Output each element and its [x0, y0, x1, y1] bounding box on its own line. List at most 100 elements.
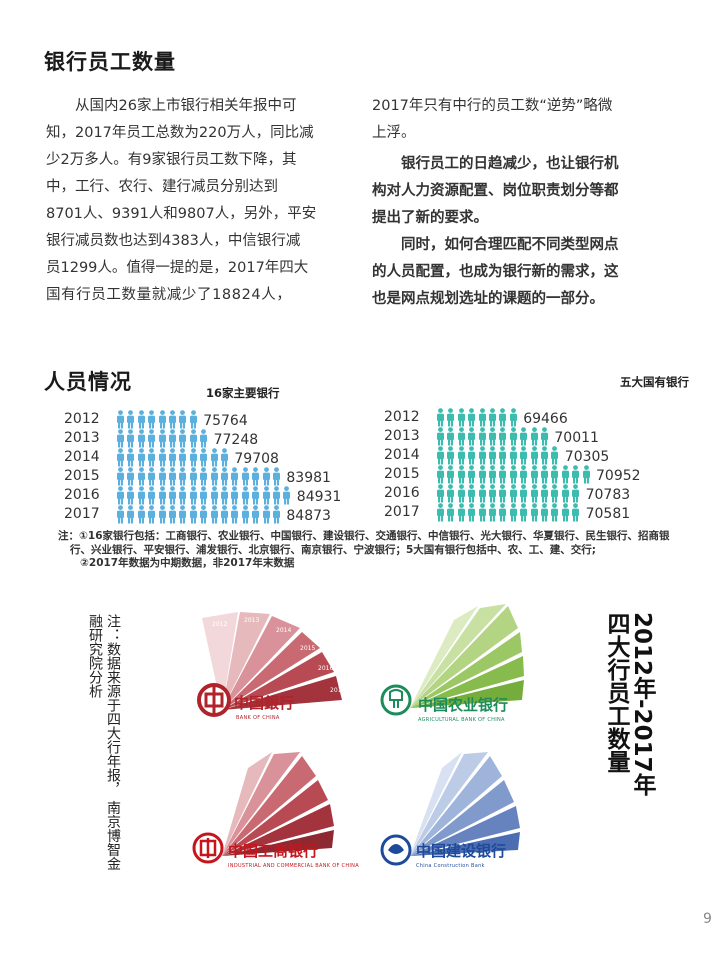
person-icon [220, 505, 229, 524]
fan-year-label: 2016 [318, 665, 333, 672]
person-icon [457, 465, 466, 484]
person-icon [116, 467, 125, 486]
left-para-line: 员1299人。值得一提的是，2017年四大 [46, 260, 309, 276]
bank-of-china-fan: 2012 2013 2014 2015 2016 2017 中国銀行 BANK … [197, 612, 345, 721]
person-icon [467, 427, 476, 446]
data-label: 70581 [585, 506, 631, 522]
person-icon [467, 465, 476, 484]
agricultural-bank-fan: 中国农业银行 AGRICULTURAL BANK OF CHINA [380, 604, 524, 723]
person-icon [457, 408, 466, 427]
left-para-line: 知，2017年员工总数为220万人，同比减 [46, 125, 314, 141]
fan-blade [410, 606, 518, 708]
person-icon [478, 484, 487, 503]
person-icon [530, 427, 539, 446]
person-icon [220, 467, 229, 486]
person-icon [436, 465, 445, 484]
person-icon [282, 486, 291, 505]
person-icon [158, 486, 167, 505]
person-icon [241, 486, 250, 505]
person-icon [168, 505, 177, 524]
chart-row: 2016 84931 [64, 486, 364, 505]
person-icon [147, 467, 156, 486]
person-icon [509, 465, 518, 484]
fan-blade [410, 752, 488, 856]
person-icon [436, 446, 445, 465]
person-icon [446, 446, 455, 465]
data-label: 69466 [523, 411, 568, 427]
fan-blade [410, 780, 514, 856]
person-icon [158, 505, 167, 524]
person-icon [178, 448, 187, 467]
person-icon [189, 448, 198, 467]
person-icon [488, 484, 497, 503]
person-icon [147, 429, 156, 448]
section-title-staff-count: 银行员工数量 [44, 50, 176, 74]
person-icon [178, 486, 187, 505]
fan-blade-2015 [222, 632, 320, 710]
tick-label: 2017 [64, 506, 100, 522]
right-paragraph: 2017年只有中行的员工数“逆势”略微 上浮。 银行员工的日趋减少，也让银行机 … [372, 93, 672, 313]
person-icon [189, 505, 198, 524]
person-icon [230, 505, 239, 524]
person-icon [467, 503, 476, 522]
person-icon [478, 408, 487, 427]
tick-label: 2016 [64, 487, 100, 503]
person-icon [126, 505, 135, 524]
tick-label: 2013 [384, 428, 420, 444]
person-icon [457, 427, 466, 446]
fan-blade [222, 752, 272, 856]
fan-year-label: 2012 [212, 621, 227, 628]
person-icon [457, 484, 466, 503]
data-label: 77248 [213, 432, 259, 448]
bank-name: 中国建设银行 [416, 842, 506, 860]
person-icon [488, 503, 497, 522]
person-icon [498, 503, 507, 522]
person-icon [137, 486, 146, 505]
tick-label: 2016 [384, 485, 420, 501]
fan-blade [222, 756, 316, 856]
person-icon [147, 486, 156, 505]
bank-sub-name: AGRICULTURAL BANK OF CHINA [418, 717, 505, 723]
person-icon [158, 429, 167, 448]
chart-row: 2017 84873 [64, 505, 364, 524]
left-para-line: 国有行员工数量就减少了18824人， [46, 287, 292, 303]
person-icon [530, 484, 539, 503]
person-icon [571, 484, 580, 503]
person-icon [540, 503, 549, 522]
person-icon [509, 484, 518, 503]
right-para-line: 上浮。 [372, 125, 416, 141]
person-icon [116, 505, 125, 524]
person-icon [446, 408, 455, 427]
person-icon [116, 448, 125, 467]
bank-name: 中国銀行 [234, 694, 294, 712]
person-icon [467, 484, 476, 503]
person-icon [478, 446, 487, 465]
person-icon [241, 505, 250, 524]
chart-5-state-banks: 2012 69466 2013 70011 2014 70305 2015 70952 2016… [384, 408, 684, 528]
person-icon [540, 465, 549, 484]
person-icon [158, 467, 167, 486]
person-icon [210, 448, 219, 467]
person-icon [488, 465, 497, 484]
fan-blade [410, 832, 520, 856]
right-para-line-bold: 银行员工的日趋减少，也让银行机 [401, 156, 619, 172]
person-icon [582, 465, 591, 484]
fan-blade [410, 756, 502, 856]
person-icon [210, 486, 219, 505]
tick-label: 2012 [384, 409, 420, 425]
person-icon [272, 505, 281, 524]
person-icon [498, 465, 507, 484]
person-icon [436, 427, 445, 446]
person-icon [446, 484, 455, 503]
person-icon [467, 446, 476, 465]
person-icon [519, 465, 528, 484]
page-number: 9 [703, 911, 712, 927]
person-icon [251, 505, 260, 524]
right-para-line-bold: 构对人力资源配置、岗位职责划分等都 [372, 183, 619, 199]
tick-label: 2015 [384, 466, 420, 482]
chart-row: 2014 70305 [384, 446, 684, 465]
person-icon [509, 408, 518, 427]
tick-label: 2017 [384, 504, 420, 520]
chart-row: 2012 69466 [384, 408, 684, 427]
person-icon [210, 467, 219, 486]
